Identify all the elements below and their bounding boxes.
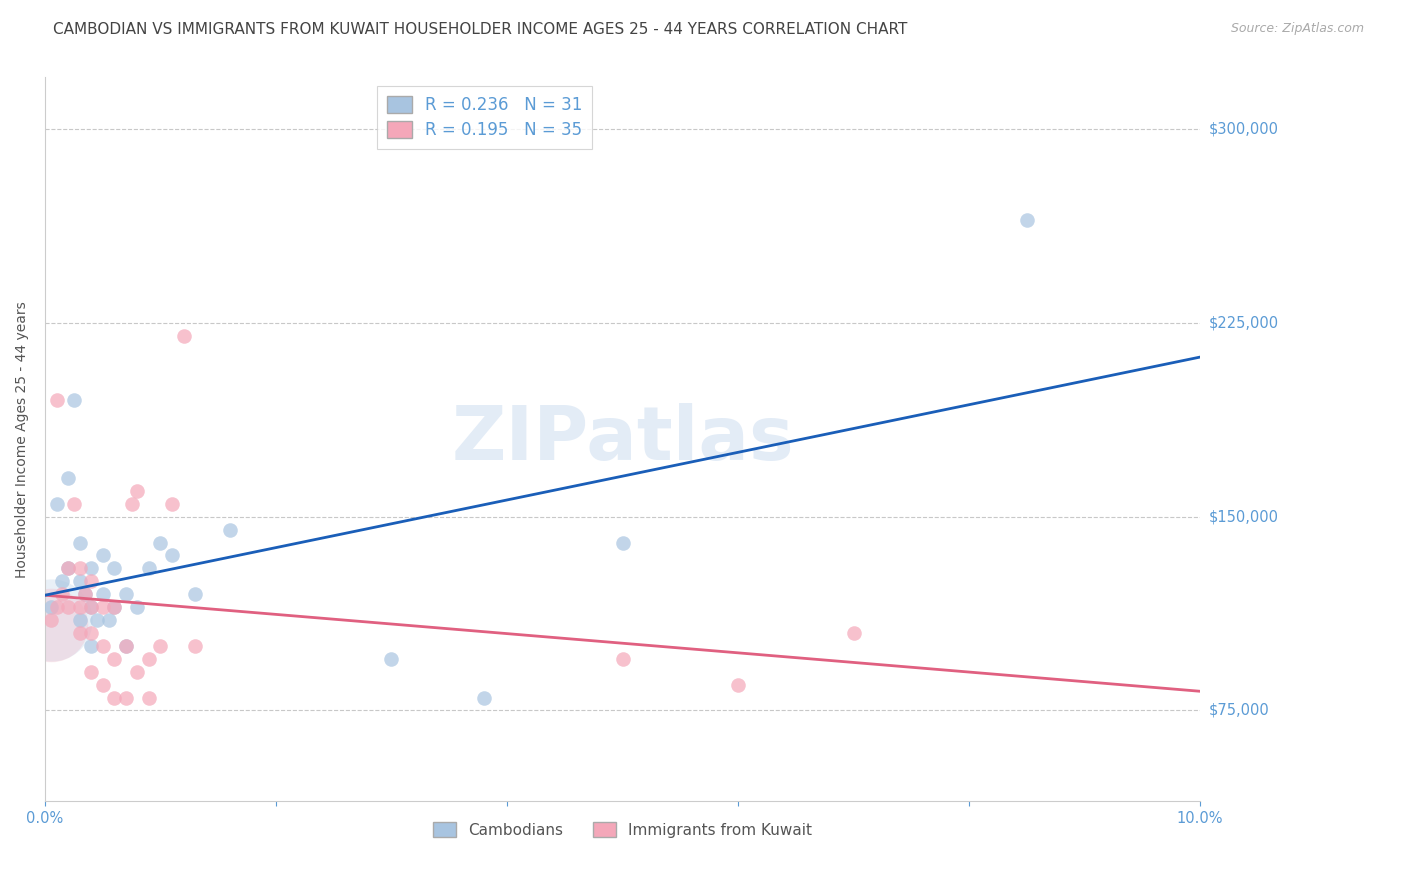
Point [75, 587, 97, 601]
Point [91, 639, 114, 653]
Point [184, 639, 207, 653]
Point [91, 600, 114, 615]
Point [51, 587, 73, 601]
Text: CAMBODIAN VS IMMIGRANTS FROM KUWAIT HOUSEHOLDER INCOME AGES 25 - 44 YEARS CORREL: CAMBODIAN VS IMMIGRANTS FROM KUWAIT HOUS… [53, 22, 908, 37]
Point [103, 690, 125, 705]
Point [114, 639, 136, 653]
Point [103, 600, 125, 615]
Point [114, 587, 136, 601]
Point [380, 652, 402, 666]
Point [45, 497, 67, 511]
Point [39, 613, 62, 627]
Point [97, 613, 120, 627]
Point [69, 626, 91, 640]
Point [173, 328, 195, 343]
Point [91, 587, 114, 601]
Point [103, 652, 125, 666]
Point [39, 618, 62, 632]
Point [75, 587, 97, 601]
Point [218, 523, 240, 537]
Point [51, 574, 73, 589]
Point [127, 600, 149, 615]
Legend: Cambodians, Immigrants from Kuwait: Cambodians, Immigrants from Kuwait [426, 815, 818, 844]
Point [80, 600, 103, 615]
Point [80, 600, 103, 615]
Point [612, 535, 634, 549]
Point [69, 600, 91, 615]
Point [69, 613, 91, 627]
Point [91, 549, 114, 563]
Point [114, 639, 136, 653]
Point [80, 626, 103, 640]
Point [127, 665, 149, 679]
Point [1015, 212, 1038, 227]
Point [80, 561, 103, 575]
Text: Source: ZipAtlas.com: Source: ZipAtlas.com [1230, 22, 1364, 36]
Point [69, 574, 91, 589]
Point [56, 561, 79, 575]
Point [612, 652, 634, 666]
Point [63, 393, 86, 408]
Point [63, 497, 86, 511]
Y-axis label: Householder Income Ages 25 - 44 years: Householder Income Ages 25 - 44 years [15, 301, 30, 577]
Point [842, 626, 865, 640]
Point [80, 574, 103, 589]
Text: $150,000: $150,000 [1208, 509, 1278, 524]
Point [103, 561, 125, 575]
Point [86, 613, 108, 627]
Point [91, 678, 114, 692]
Point [149, 639, 172, 653]
Point [138, 690, 160, 705]
Point [160, 497, 183, 511]
Point [121, 497, 143, 511]
Text: $300,000: $300,000 [1208, 121, 1278, 136]
Point [138, 652, 160, 666]
Point [69, 561, 91, 575]
Point [80, 665, 103, 679]
Point [69, 535, 91, 549]
Point [727, 678, 749, 692]
Point [45, 600, 67, 615]
Text: $225,000: $225,000 [1208, 316, 1278, 330]
Point [39, 600, 62, 615]
Text: ZIPatlas: ZIPatlas [451, 402, 794, 475]
Point [472, 690, 495, 705]
Point [103, 600, 125, 615]
Point [45, 393, 67, 408]
Point [149, 535, 172, 549]
Point [138, 561, 160, 575]
Point [80, 639, 103, 653]
Point [127, 483, 149, 498]
Point [56, 561, 79, 575]
Point [39, 613, 62, 627]
Point [160, 549, 183, 563]
Point [56, 471, 79, 485]
Point [56, 600, 79, 615]
Text: $75,000: $75,000 [1208, 703, 1270, 718]
Point [114, 690, 136, 705]
Point [184, 587, 207, 601]
